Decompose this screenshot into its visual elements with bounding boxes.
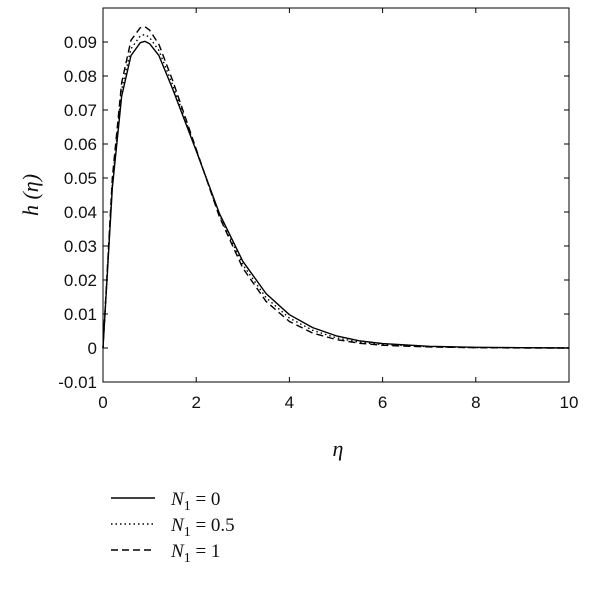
y-tick-label: 0.03 — [64, 237, 97, 256]
y-tick-label: 0.08 — [64, 67, 97, 86]
legend-subscript: 1 — [184, 499, 191, 514]
legend-variable: N — [170, 515, 185, 536]
y-tick-label: 0.09 — [64, 33, 97, 52]
y-axis-label: h (η) — [18, 174, 43, 216]
legend-value: = 0.5 — [191, 515, 235, 536]
x-tick-label: 4 — [285, 393, 294, 412]
y-tick-label: 0.06 — [64, 135, 97, 154]
series-lines — [102, 26, 570, 349]
y-tick-label: 0.05 — [64, 169, 97, 188]
legend-variable: N — [170, 489, 185, 510]
y-ticks: -0.01 0 0.01 0.02 0.03 0.04 0.05 0.06 0.07 0.08 0.… — [58, 33, 569, 392]
legend-variable: N — [170, 541, 185, 562]
y-tick-label: 0.01 — [64, 305, 97, 324]
x-tick-label: 8 — [471, 393, 480, 412]
x-axis-label: η — [333, 436, 344, 461]
legend-entry-label: N1 = 1 — [170, 541, 220, 566]
legend-subscript: 1 — [184, 551, 191, 566]
legend-value: = 0 — [191, 489, 221, 510]
y-tick-label: 0.04 — [64, 203, 97, 222]
y-tick-label: 0 — [88, 339, 97, 358]
y-tick-label: -0.01 — [58, 373, 97, 392]
x-tick-label: 6 — [378, 393, 387, 412]
y-tick-label: 0.07 — [64, 101, 97, 120]
x-tick-label: 10 — [560, 393, 579, 412]
x-ticks: 0 2 4 6 8 10 — [98, 8, 578, 412]
plot-frame — [102, 7, 570, 383]
legend-subscript: 1 — [184, 525, 191, 540]
series-line-dotted — [102, 33, 570, 349]
x-tick-label: 0 — [98, 393, 107, 412]
legend-value: = 1 — [191, 541, 221, 562]
legend: N1 = 0N1 = 0.5N1 = 1 — [111, 489, 235, 566]
x-tick-label: 2 — [191, 393, 200, 412]
y-tick-label: 0.02 — [64, 271, 97, 290]
legend-entry-label: N1 = 0 — [170, 489, 220, 514]
series-line-dashed — [102, 26, 569, 349]
legend-entry-label: N1 = 0.5 — [170, 515, 235, 540]
